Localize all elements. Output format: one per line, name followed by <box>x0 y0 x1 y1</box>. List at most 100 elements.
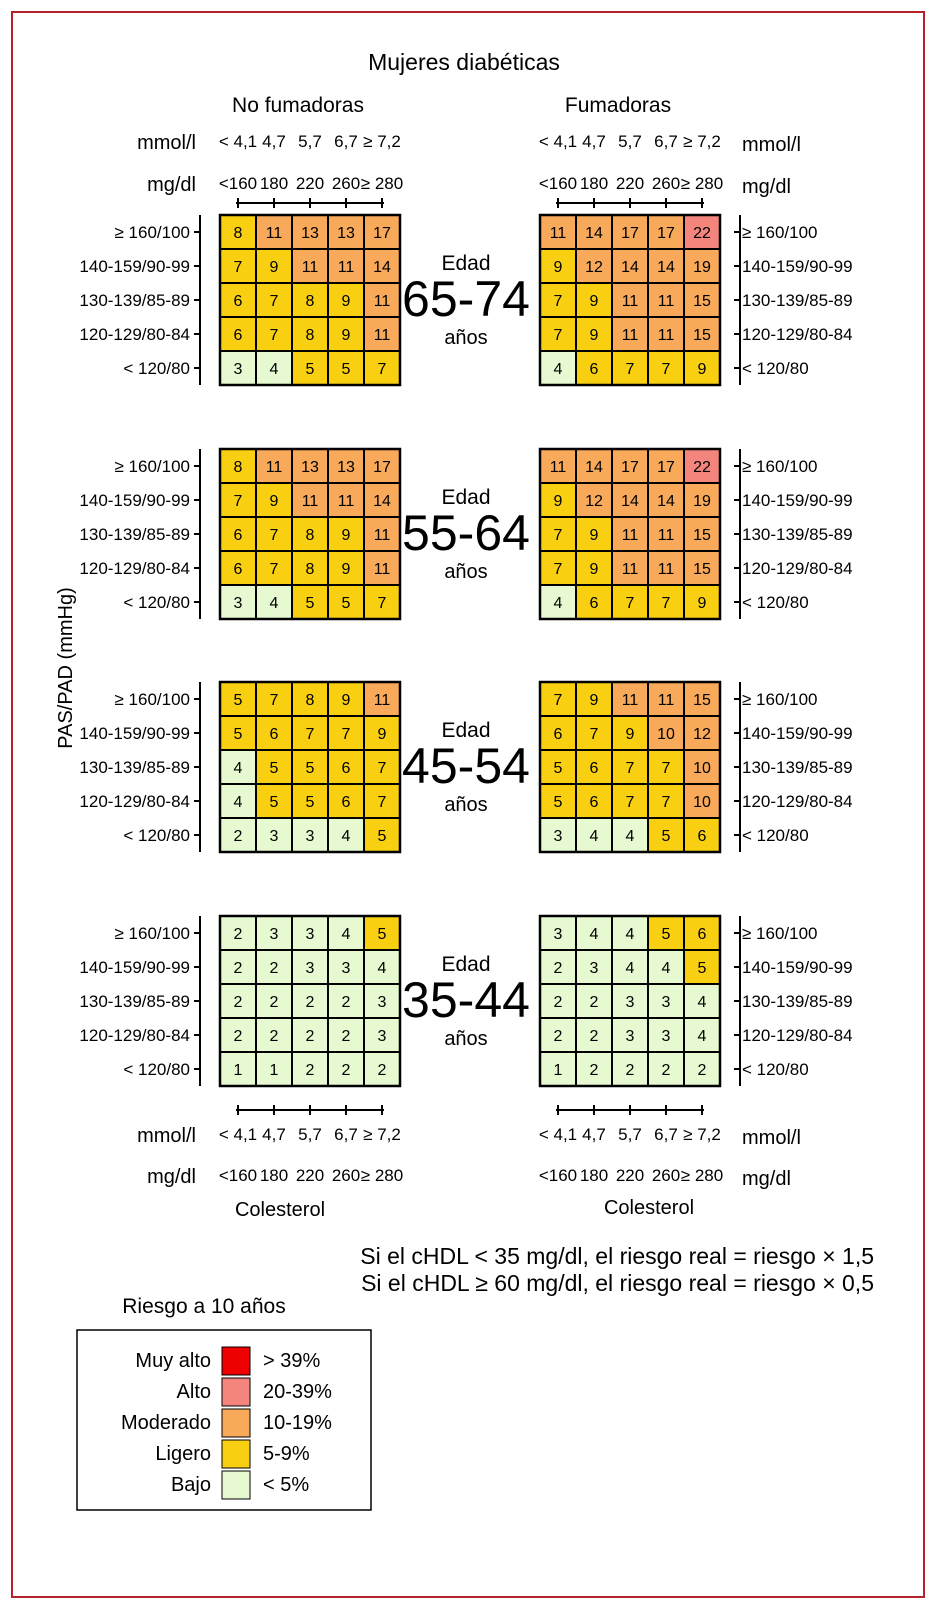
risk-cell-value: 5 <box>662 926 671 943</box>
risk-cell-value: 3 <box>626 1028 635 1045</box>
risk-cell <box>683 482 721 518</box>
risk-cell-value: 5 <box>270 760 279 777</box>
risk-cell <box>575 282 613 318</box>
bp-row-label: ≥ 160/100 <box>742 223 818 242</box>
risk-cell <box>291 282 329 318</box>
bp-row-label: 120-129/80-84 <box>742 559 853 578</box>
risk-cell <box>327 749 365 785</box>
chol-mmol-tick: 6,7 <box>334 1125 358 1144</box>
risk-cell-value: 2 <box>270 960 279 977</box>
risk-cell-value: 3 <box>306 828 315 845</box>
bp-row-label: ≥ 160/100 <box>742 690 818 709</box>
risk-cell-value: 8 <box>306 692 315 709</box>
risk-cell-value: 17 <box>621 225 639 242</box>
risk-cell-value: 9 <box>270 259 279 276</box>
chart-frame <box>11 11 925 1598</box>
risk-cell <box>291 783 329 819</box>
risk-cell-value: 3 <box>590 960 599 977</box>
chol-mg-tick: ≥ 280 <box>681 174 723 193</box>
risk-cell <box>363 1017 401 1053</box>
chol-mg-tick: ≥ 280 <box>361 1166 403 1185</box>
risk-cell-value: 2 <box>554 994 563 1011</box>
chol-mmol-tick: 6,7 <box>334 132 358 151</box>
bp-row-label: 130-139/85-89 <box>742 758 853 777</box>
hdl-note-high: Si el cHDL ≥ 60 mg/dl, el riesgo real = … <box>361 1270 874 1296</box>
bp-row-label: 140-159/90-99 <box>79 491 190 510</box>
bp-row-label: 120-129/80-84 <box>742 792 853 811</box>
risk-cell <box>327 316 365 352</box>
risk-cell-value: 9 <box>590 692 599 709</box>
risk-cell-value: 3 <box>378 1028 387 1045</box>
bp-row-label: ≥ 160/100 <box>114 690 190 709</box>
unit-mmol: mmol/l <box>137 132 196 154</box>
risk-cell-value: 2 <box>554 960 563 977</box>
chol-mmol-tick: 5,7 <box>618 132 642 151</box>
risk-cell-value: 11 <box>658 561 675 578</box>
risk-cell <box>647 350 685 386</box>
age-range: 45-54 <box>402 738 530 794</box>
risk-cell-value: 7 <box>378 595 387 612</box>
grid-no-fumadoras-55-64: 8 11 13 13 17 7 9 11 11 14 6 7 8 9 11 6 7 8 9 11 3 4 5 5 7 <box>218 447 402 621</box>
risk-cell <box>539 316 577 352</box>
unit-mgdl: mg/dl <box>147 1166 196 1188</box>
risk-cell-value: 11 <box>658 692 675 709</box>
risk-cell-value: 14 <box>657 259 675 276</box>
chol-mg-tick: 180 <box>260 1166 288 1185</box>
risk-cell-value: 4 <box>342 828 351 845</box>
unit-mgdl: mg/dl <box>742 176 791 198</box>
risk-cell-value: 9 <box>626 726 635 743</box>
chol-mmol-tick: < 4,1 <box>539 1125 577 1144</box>
bp-row-label: 140-159/90-99 <box>742 958 853 977</box>
risk-cell-value: 13 <box>301 459 319 476</box>
risk-cell-value: 7 <box>626 760 635 777</box>
age-range: 35-44 <box>402 972 530 1028</box>
bp-row-label: 120-129/80-84 <box>742 1026 853 1045</box>
risk-cell-value: 2 <box>234 926 243 943</box>
bp-row-label: 130-139/85-89 <box>742 992 853 1011</box>
grid-border <box>218 680 402 854</box>
legend-swatch <box>221 1377 251 1407</box>
risk-cell-value: 11 <box>622 293 639 310</box>
risk-cell <box>363 248 401 284</box>
risk-cell-value: 11 <box>374 527 391 544</box>
unit-mmol: mmol/l <box>742 134 801 156</box>
legend-range: > 39% <box>263 1350 320 1372</box>
risk-cell-value: 9 <box>378 726 387 743</box>
risk-cell-value: 8 <box>306 293 315 310</box>
risk-cell-value: 4 <box>342 926 351 943</box>
risk-cell-value: 3 <box>554 828 563 845</box>
risk-cell-value: 9 <box>698 361 707 378</box>
risk-cell-value: 4 <box>554 595 563 612</box>
age-word: Edad <box>441 486 490 509</box>
chol-mg-tick: <160 <box>539 1166 577 1185</box>
risk-cell <box>327 715 365 751</box>
risk-cell-value: 12 <box>693 726 711 743</box>
legend-swatch <box>221 1439 251 1469</box>
legend-swatch <box>221 1408 251 1438</box>
legend-label: Bajo <box>171 1474 211 1496</box>
risk-cell-value: 8 <box>234 459 243 476</box>
chol-mg-tick: 260 <box>332 174 360 193</box>
risk-cell-value: 14 <box>621 259 639 276</box>
risk-cell-value: 6 <box>342 760 351 777</box>
risk-cell-value: 7 <box>662 794 671 811</box>
chol-mmol-tick: 5,7 <box>298 132 322 151</box>
risk-cell-value: 13 <box>301 225 319 242</box>
risk-cell-value: 4 <box>270 595 279 612</box>
risk-cell <box>611 516 649 552</box>
risk-cell <box>683 749 721 785</box>
risk-cell-value: 6 <box>698 926 707 943</box>
grid-border <box>538 213 722 387</box>
risk-cell <box>255 448 293 484</box>
legend-title: Riesgo a 10 años <box>122 1295 285 1318</box>
risk-cell-value: 2 <box>306 1028 315 1045</box>
chol-mg-tick: 220 <box>616 1166 644 1185</box>
risk-cell-value: 11 <box>622 527 639 544</box>
bp-row-label: ≥ 160/100 <box>114 924 190 943</box>
age-range: 65-74 <box>402 271 530 327</box>
risk-cell <box>647 783 685 819</box>
risk-cell-value: 9 <box>590 527 599 544</box>
risk-cell-value: 5 <box>234 726 243 743</box>
grid-border <box>538 914 722 1088</box>
chol-mg-tick: 180 <box>580 1166 608 1185</box>
